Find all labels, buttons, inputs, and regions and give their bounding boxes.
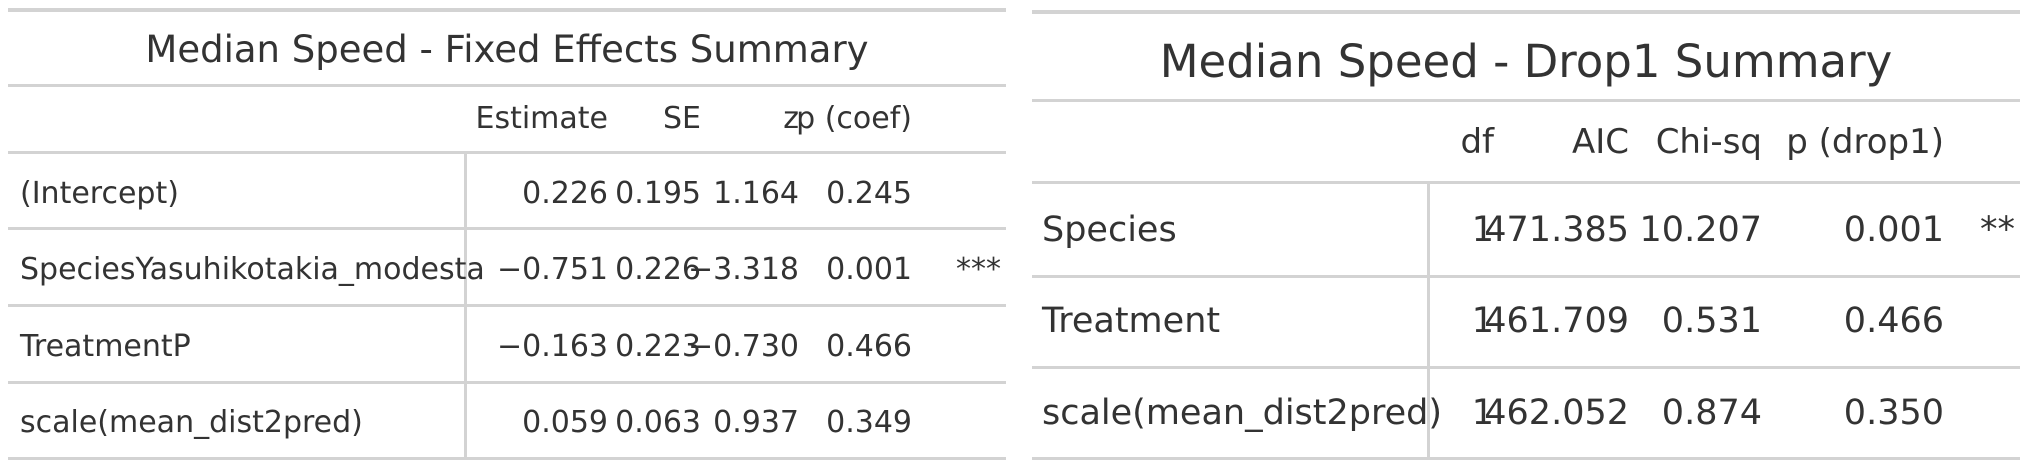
row-p: 0.466 — [826, 329, 912, 364]
stub-divider — [464, 154, 467, 460]
col-header-z: z — [783, 101, 799, 136]
col-header-df: df — [1460, 122, 1494, 162]
row-term: scale(mean_dist2pred) — [1042, 393, 1443, 433]
stub-divider — [1427, 184, 1430, 460]
bottom-rule — [8, 457, 1006, 460]
header-rule — [8, 151, 1006, 154]
row-p: 0.001 — [826, 252, 912, 287]
row-se: 0.223 — [615, 329, 701, 364]
col-header-se: SE — [663, 101, 701, 136]
row-z: 1.164 — [713, 176, 799, 211]
row-estimate: −0.751 — [496, 252, 608, 287]
col-header-estimate: Estimate — [475, 101, 608, 136]
title-rule — [1032, 99, 2020, 102]
row-chisq: 10.207 — [1639, 210, 1762, 250]
bottom-rule — [1032, 457, 2020, 460]
row-rule — [8, 381, 1006, 384]
table-title: Median Speed - Fixed Effects Summary — [145, 28, 869, 71]
row-p: 0.349 — [826, 405, 912, 440]
row-p: 0.245 — [826, 176, 912, 211]
row-p: 0.350 — [1843, 393, 1944, 433]
row-df: 1 — [1471, 210, 1494, 250]
row-se: 0.063 — [615, 405, 701, 440]
row-term: scale(mean_dist2pred) — [20, 405, 363, 440]
row-z: 0.937 — [713, 405, 799, 440]
row-aic: 461.709 — [1484, 301, 1629, 341]
row-rule — [8, 304, 1006, 307]
row-rule — [1032, 275, 2020, 278]
row-term: TreatmentP — [20, 329, 191, 364]
row-p: 0.001 — [1843, 210, 1944, 250]
row-chisq: 0.874 — [1661, 393, 1762, 433]
row-rule — [8, 227, 1006, 230]
row-estimate: −0.163 — [496, 329, 608, 364]
top-rule — [8, 8, 1006, 12]
fixed-effects-table: Median Speed - Fixed Effects Summary Est… — [8, 0, 1006, 468]
row-df: 1 — [1471, 301, 1494, 341]
top-rule — [1032, 10, 2020, 14]
row-term: SpeciesYasuhikotakia_modesta — [20, 252, 485, 287]
row-rule — [1032, 366, 2020, 369]
row-term: Species — [1042, 210, 1177, 250]
row-estimate: 0.059 — [522, 405, 608, 440]
row-term: (Intercept) — [20, 176, 179, 211]
row-p: 0.466 — [1843, 301, 1944, 341]
row-z: −0.730 — [687, 329, 799, 364]
row-chisq: 0.531 — [1661, 301, 1762, 341]
row-z: −3.318 — [687, 252, 799, 287]
row-estimate: 0.226 — [522, 176, 608, 211]
col-header-chisq: Chi-sq — [1655, 122, 1762, 162]
table-title: Median Speed - Drop1 Summary — [1159, 35, 1893, 88]
row-aic: 462.052 — [1484, 393, 1629, 433]
row-sig: *** — [956, 252, 1001, 287]
row-se: 0.226 — [615, 252, 701, 287]
col-header-p: p (coef) — [796, 101, 912, 136]
row-se: 0.195 — [615, 176, 701, 211]
row-aic: 471.385 — [1484, 210, 1629, 250]
header-rule — [1032, 181, 2020, 184]
col-header-p: p (drop1) — [1786, 122, 1944, 162]
drop1-table: Median Speed - Drop1 Summary df AIC Chi-… — [1032, 0, 2020, 468]
title-rule — [8, 84, 1006, 87]
row-sig: ** — [1980, 210, 2015, 250]
col-header-aic: AIC — [1571, 122, 1629, 162]
row-term: Treatment — [1042, 301, 1221, 341]
row-df: 1 — [1471, 393, 1494, 433]
